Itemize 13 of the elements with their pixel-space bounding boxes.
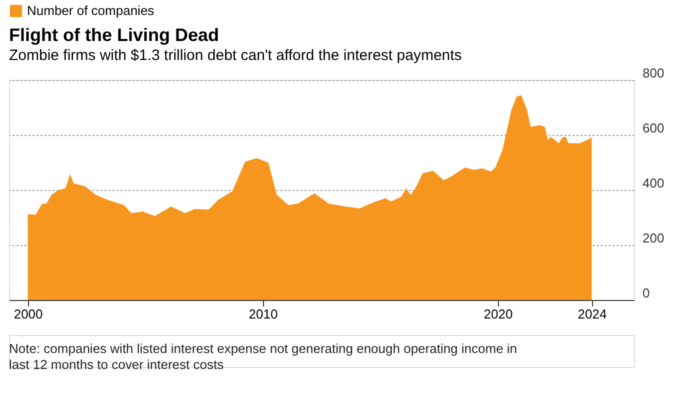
chart-subtitle: Zombie firms with $1.3 trillion debt can't afford the interest payments: [9, 47, 462, 64]
y-tick-label: 200: [642, 230, 664, 246]
y-tick-label: 800: [642, 66, 664, 80]
y-tick-label: 400: [642, 176, 664, 190]
chart-title: Flight of the Living Dead: [9, 25, 219, 45]
x-tick-label: 2000: [14, 306, 43, 322]
x-tick-label: 2020: [484, 306, 513, 322]
x-tick-label: 2010: [248, 306, 278, 322]
x-tick-label: 2024: [578, 306, 607, 322]
y-tick-label: 0: [642, 286, 650, 300]
y-tick-label: 600: [642, 120, 664, 136]
text: Note: companies with listed interest expense not generating enough operating income in last 12 months to cover interest costs: [9, 341, 518, 372]
legend-label: Number of companies: [27, 3, 155, 18]
